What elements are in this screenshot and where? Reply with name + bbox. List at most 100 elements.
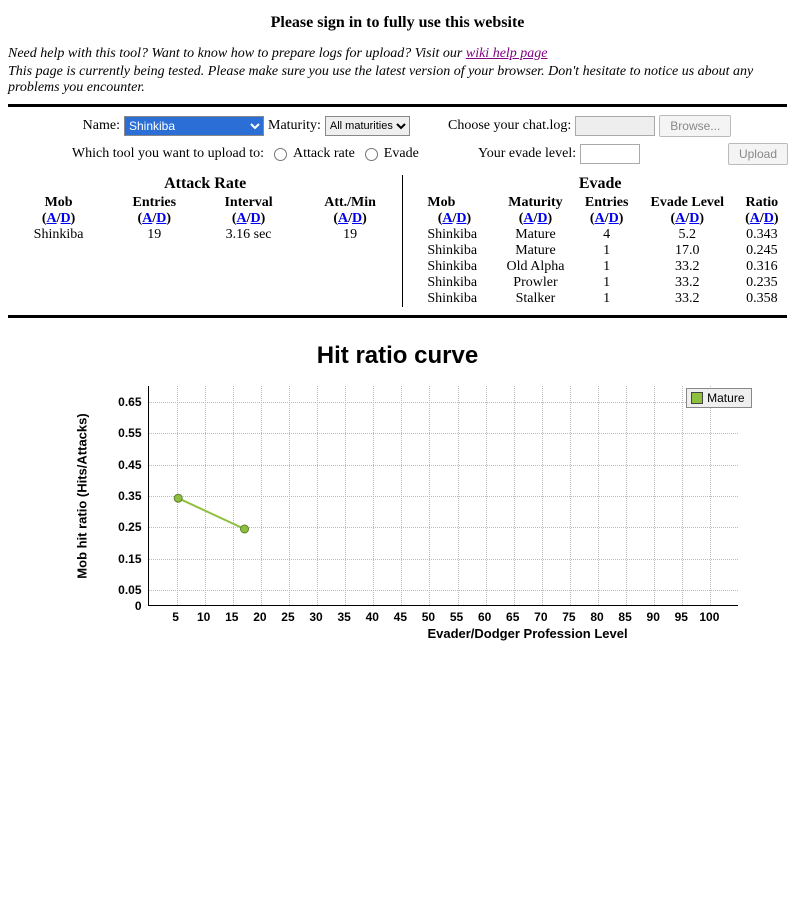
- ytick-label: 0.65: [38, 395, 142, 409]
- chatlog-input[interactable]: [575, 116, 655, 136]
- sort-desc-link[interactable]: D: [156, 211, 166, 226]
- sort-asc-link[interactable]: A: [142, 211, 152, 226]
- xtick-label: 60: [470, 610, 500, 624]
- sort-desc-link[interactable]: D: [609, 211, 619, 226]
- chatlog-label: Choose your chat.log:: [448, 118, 571, 134]
- cell-evade: 33.2: [638, 259, 737, 275]
- sort-asc-link[interactable]: A: [523, 211, 533, 226]
- ytick-label: 0.45: [38, 458, 142, 472]
- evade-radio[interactable]: [365, 148, 378, 161]
- cell-maturity: Old Alpha: [496, 259, 576, 275]
- tables-container: Attack Rate MobEntriesIntervalAtt./Min (…: [8, 175, 787, 307]
- sort-asc-link[interactable]: A: [338, 211, 348, 226]
- sort-links: (A/D): [413, 211, 495, 227]
- xtick-label: 85: [610, 610, 640, 624]
- cell-evade: 17.0: [638, 243, 737, 259]
- evade-section: Evade MobMaturityEntriesEvade LevelRatio…: [402, 175, 787, 307]
- name-select[interactable]: Shinkiba: [124, 116, 264, 136]
- xtick-label: 5: [161, 610, 191, 624]
- sort-desc-link[interactable]: D: [61, 211, 71, 226]
- xtick-label: 90: [638, 610, 668, 624]
- evade-level-label: Your evade level:: [478, 146, 576, 162]
- xtick-label: 75: [554, 610, 584, 624]
- table-row: Shinkiba193.16 sec19: [8, 227, 402, 243]
- sort-desc-link[interactable]: D: [764, 211, 774, 226]
- cell-entries: 1: [575, 243, 637, 259]
- sort-asc-link[interactable]: A: [442, 211, 452, 226]
- ytick-label: 0.15: [38, 552, 142, 566]
- help-notice: Need help with this tool? Want to know h…: [8, 46, 787, 62]
- sort-asc-link[interactable]: A: [595, 211, 605, 226]
- hit-ratio-chart: Mob hit ratio (Hits/Attacks) Evader/Dodg…: [38, 378, 758, 658]
- table-row: ShinkibaStalker133.20.358: [413, 291, 787, 307]
- chart-series: [149, 386, 738, 605]
- sort-asc-link[interactable]: A: [675, 211, 685, 226]
- sort-links: (A/D): [575, 211, 637, 227]
- cell-entries: 4: [575, 227, 637, 243]
- column-header: Maturity: [496, 195, 576, 211]
- xtick-label: 45: [385, 610, 415, 624]
- wiki-help-link[interactable]: wiki help page: [466, 46, 548, 61]
- sort-links: (A/D): [109, 211, 199, 227]
- sort-links: (A/D): [737, 211, 787, 227]
- cell-ratio: 0.358: [737, 291, 787, 307]
- sort-desc-link[interactable]: D: [251, 211, 261, 226]
- upload-button[interactable]: Upload: [728, 143, 788, 165]
- attack-rate-section: Attack Rate MobEntriesIntervalAtt./Min (…: [8, 175, 402, 307]
- column-header: Att./Min: [298, 195, 403, 211]
- sort-desc-link[interactable]: D: [456, 211, 466, 226]
- browse-button[interactable]: Browse...: [659, 115, 731, 137]
- xtick-label: 100: [694, 610, 724, 624]
- attack-rate-table: MobEntriesIntervalAtt./Min (A/D)(A/D)(A/…: [8, 195, 402, 243]
- sort-desc-link[interactable]: D: [352, 211, 362, 226]
- xtick-label: 20: [245, 610, 275, 624]
- evade-radio-label: Evade: [384, 146, 419, 162]
- column-header: Ratio: [737, 195, 787, 211]
- sort-asc-link[interactable]: A: [47, 211, 57, 226]
- cell-interval: 3.16 sec: [199, 227, 297, 243]
- cell-evade: 33.2: [638, 275, 737, 291]
- xtick-label: 15: [217, 610, 247, 624]
- attack-rate-radio[interactable]: [274, 148, 287, 161]
- evade-level-input[interactable]: [580, 144, 640, 164]
- evade-table: MobMaturityEntriesEvade LevelRatio (A/D)…: [413, 195, 787, 307]
- xtick-label: 65: [498, 610, 528, 624]
- cell-mob: Shinkiba: [413, 259, 495, 275]
- cell-attmin: 19: [298, 227, 403, 243]
- ytick-label: 0: [38, 599, 142, 613]
- cell-ratio: 0.245: [737, 243, 787, 259]
- column-header: Evade Level: [638, 195, 737, 211]
- cell-entries: 1: [575, 291, 637, 307]
- beta-notice: This page is currently being tested. Ple…: [8, 64, 787, 96]
- sort-asc-link[interactable]: A: [750, 211, 760, 226]
- cell-evade: 33.2: [638, 291, 737, 307]
- divider-top: [8, 104, 787, 107]
- sort-links: (A/D): [298, 211, 403, 227]
- maturity-select[interactable]: All maturities: [325, 116, 410, 136]
- attack-rate-radio-label: Attack rate: [293, 146, 355, 162]
- sort-links: (A/D): [496, 211, 576, 227]
- cell-entries: 1: [575, 259, 637, 275]
- chart-legend: Mature: [686, 388, 751, 408]
- cell-ratio: 0.235: [737, 275, 787, 291]
- cell-mob: Shinkiba: [413, 275, 495, 291]
- help-notice-text: Need help with this tool? Want to know h…: [8, 46, 466, 61]
- xtick-label: 55: [442, 610, 472, 624]
- page-title: Please sign in to fully use this website: [8, 14, 787, 32]
- sort-desc-link[interactable]: D: [537, 211, 547, 226]
- column-header: Interval: [199, 195, 297, 211]
- table-row: ShinkibaMature45.20.343: [413, 227, 787, 243]
- cell-mob: Shinkiba: [8, 227, 109, 243]
- cell-entries: 19: [109, 227, 199, 243]
- chart-xlabel: Evader/Dodger Profession Level: [38, 626, 758, 641]
- cell-ratio: 0.343: [737, 227, 787, 243]
- table-row: ShinkibaMature117.00.245: [413, 243, 787, 259]
- sort-asc-link[interactable]: A: [237, 211, 247, 226]
- legend-swatch: [691, 392, 703, 404]
- sort-desc-link[interactable]: D: [689, 211, 699, 226]
- table-row: ShinkibaProwler133.20.235: [413, 275, 787, 291]
- xtick-label: 35: [329, 610, 359, 624]
- sort-links: (A/D): [638, 211, 737, 227]
- xtick-label: 50: [413, 610, 443, 624]
- chart-title: Hit ratio curve: [8, 342, 787, 370]
